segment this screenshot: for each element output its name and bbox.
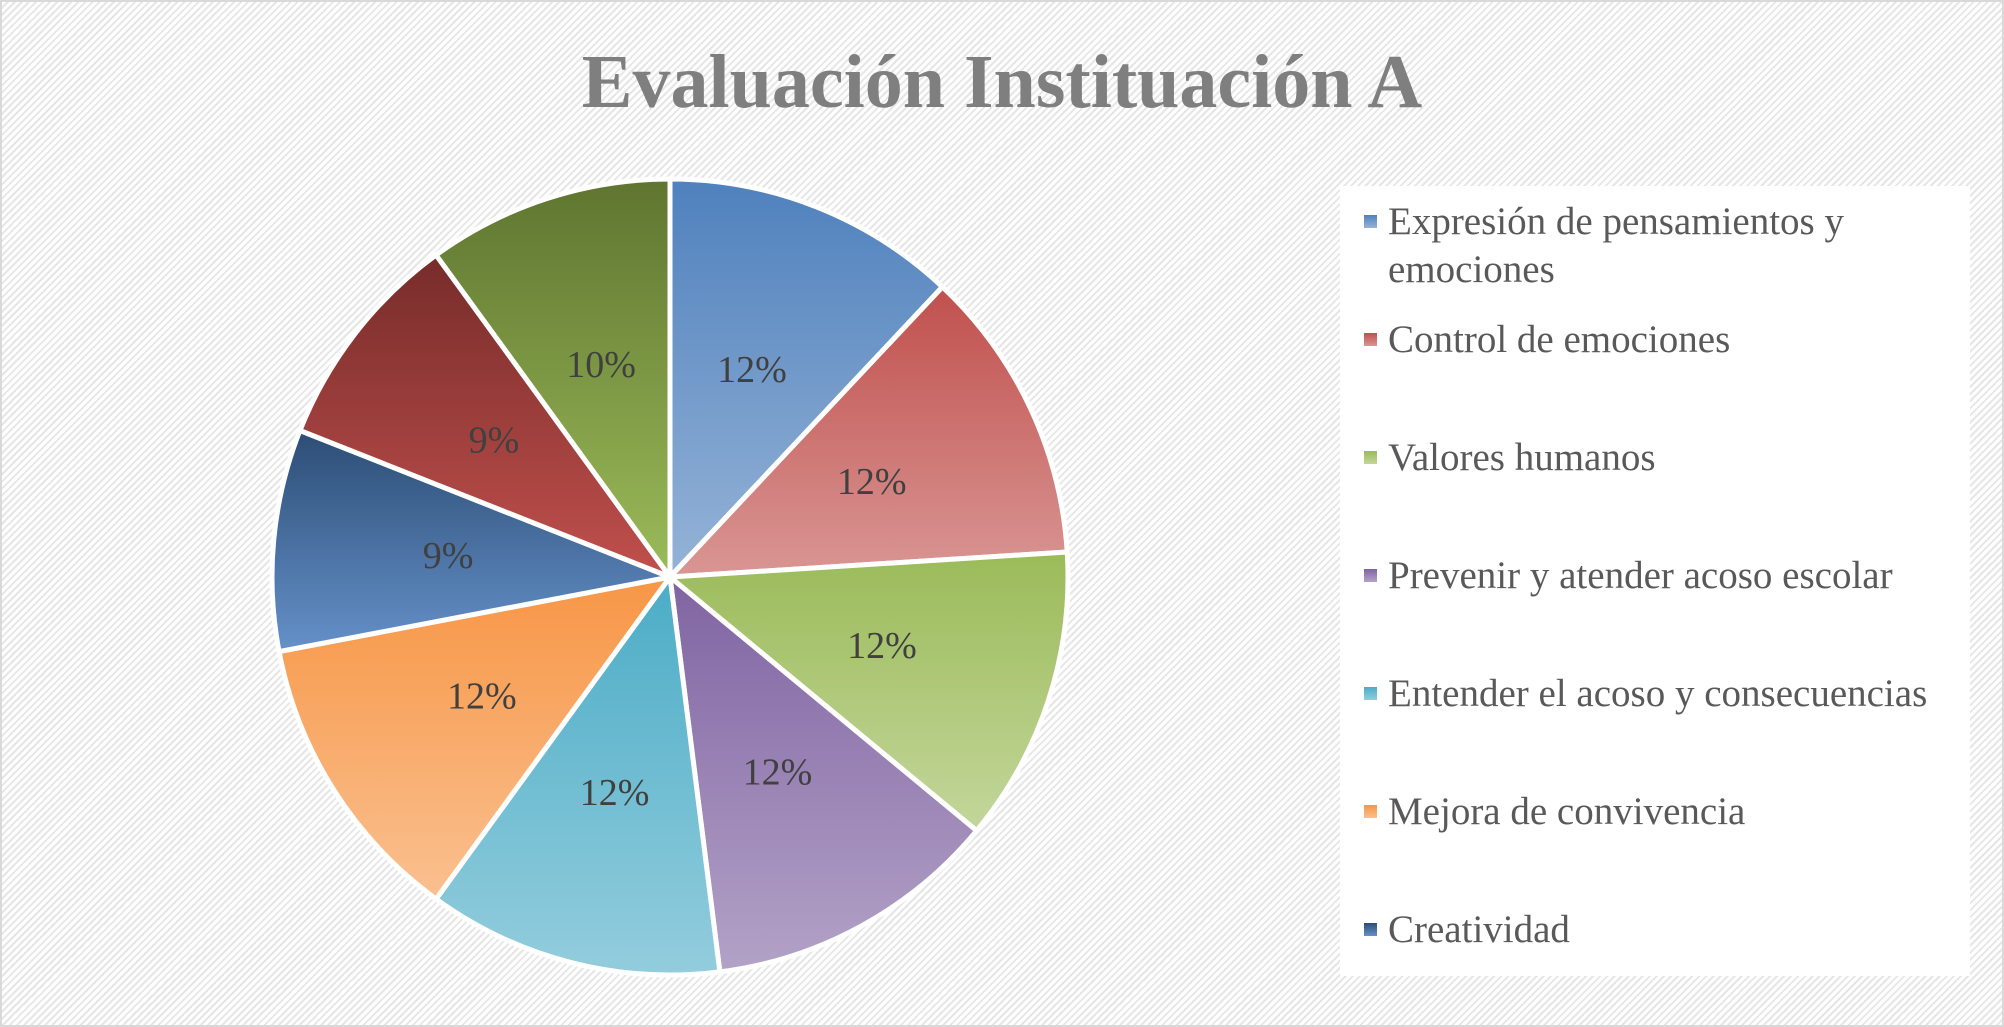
legend-swatch	[1364, 333, 1377, 346]
slice-data-label: 12%	[717, 349, 787, 391]
pie-slice-2	[667, 284, 1070, 580]
legend-label: Creatividad	[1388, 908, 1570, 951]
pie-slice-8	[297, 252, 673, 580]
legend-swatch	[1364, 687, 1377, 700]
pie-slice-6	[276, 574, 673, 902]
legend-label: Entender el acoso y consecuencias	[1388, 672, 1928, 715]
pie-slice-1	[667, 176, 945, 580]
pie-slice-4	[667, 574, 980, 975]
pie-slice-7	[269, 427, 673, 655]
slice-data-label: 9%	[423, 535, 474, 577]
legend-swatch	[1364, 923, 1377, 936]
legend-label: Mejora de convivencia	[1388, 790, 1746, 833]
legend: Expresión de pensamientos y emociones Con…	[1340, 186, 1970, 976]
legend-label: Valores humanos	[1388, 436, 1656, 479]
slice-data-label: 9%	[469, 419, 520, 461]
slice-data-label: 12%	[580, 772, 650, 814]
slice-data-label: 12%	[743, 751, 813, 793]
legend-label: Control de emociones	[1388, 318, 1731, 361]
pie-slice-3	[667, 549, 1071, 834]
legend-swatch	[1364, 569, 1377, 582]
legend-swatch	[1364, 215, 1377, 228]
slice-data-label: 12%	[447, 675, 517, 717]
legend-swatch	[1364, 805, 1377, 818]
chart-title: Evaluación Instituación A	[581, 40, 1423, 124]
pie-slice-5	[433, 574, 723, 978]
slice-data-label: 10%	[566, 344, 636, 386]
legend-label: Expresión de pensamientos y emociones	[1388, 200, 1844, 291]
slice-data-label: 12%	[837, 461, 907, 503]
slice-data-label: 12%	[847, 625, 917, 667]
legend-label: Prevenir y atender acoso escolar	[1388, 554, 1893, 597]
pie-slice-9	[433, 176, 673, 580]
legend-swatch	[1364, 451, 1377, 464]
